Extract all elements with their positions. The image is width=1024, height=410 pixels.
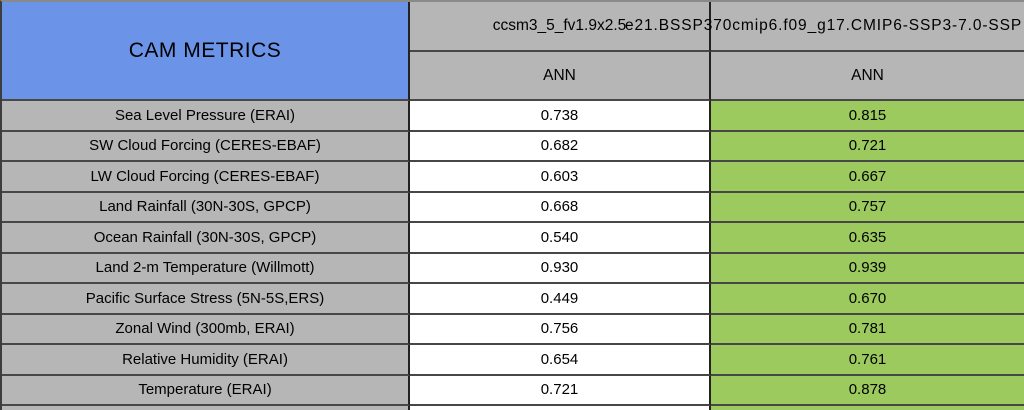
metric-label-8: Relative Humidity (ERAI) [2,345,410,376]
metric-value-6-col1-text: 0.449 [540,289,579,307]
metric-value-9-col2: 0.878 [711,375,1024,406]
metric-value-9-col1-text: 0.721 [540,381,579,399]
metric-label-5-text: Land 2-m Temperature (Willmott) [95,259,315,277]
metric-value-2-col2: 0.667 [711,162,1024,193]
metric-label-7-text: Zonal Wind (300mb, ERAI) [115,320,295,338]
metric-label-0: Sea Level Pressure (ERAI) [2,101,410,132]
metric-label-3-text: Land Rainfall (30N-30S, GPCP) [99,198,311,216]
season-header-2: ANN [711,52,1024,101]
metric-value-3-col1: 0.668 [410,192,711,223]
metric-value-5-col1: 0.930 [410,253,711,284]
metric-value-4-col2-text: 0.635 [848,228,887,246]
season-header-1: ANN [410,52,711,101]
metric-value-0-col2: 0.815 [711,101,1024,132]
metric-value-3-col2: 0.757 [711,192,1024,223]
model-header-2-text: e21.BSSP370cmip6.f09_g17.CMIP6-SSP3-7.0-… [625,17,1023,34]
metric-label-1: SW Cloud Forcing (CERES-EBAF) [2,131,410,162]
season-header-1-text: ANN [543,66,576,84]
metric-value-8-col1: 0.654 [410,345,711,376]
metric-value-1-col1: 0.682 [410,131,711,162]
metric-value-8-col2: 0.761 [711,345,1024,376]
metric-value-5-col2: 0.939 [711,253,1024,284]
metric-label-6-text: Pacific Surface Stress (5N-5S,ERS) [85,289,325,307]
metric-value-6-col2: 0.670 [711,284,1024,315]
metric-label-9: Temperature (ERAI) [2,375,410,406]
metric-label-4: Ocean Rainfall (30N-30S, GPCP) [2,223,410,254]
metric-value-7-col2: 0.781 [711,314,1024,345]
model-header-1: ccsm3_5_fv1.9x2.5 [410,2,711,52]
metric-value-4-col1: 0.540 [410,223,711,254]
metric-value-5-col1-text: 0.930 [540,259,579,277]
metric-value-2-col2-text: 0.667 [848,167,887,185]
metric-label-0-text: Sea Level Pressure (ERAI) [114,106,296,124]
metric-label-8-text: Relative Humidity (ERAI) [122,350,288,368]
model-header-1-text: ccsm3_5_fv1.9x2.5 [492,17,627,34]
metric-label-1-text: SW Cloud Forcing (CERES-EBAF) [89,137,321,155]
metric-value-0-col1-text: 0.738 [540,106,579,124]
metric-label-3: Land Rainfall (30N-30S, GPCP) [2,192,410,223]
model-header-2: e21.BSSP370cmip6.f09_g17.CMIP6-SSP3-7.0-… [625,2,1024,52]
metric-label-2: LW Cloud Forcing (CERES-EBAF) [2,162,410,193]
metric-value-9-col1: 0.721 [410,375,711,406]
metric-value-1-col1-text: 0.682 [540,137,579,155]
metric-value-8-col1-text: 0.654 [540,350,579,368]
metric-value-7-col2-text: 0.781 [848,320,887,338]
metric-label-2-text: LW Cloud Forcing (CERES-EBAF) [90,167,320,185]
clipped-row-cell [2,406,410,410]
metric-value-2-col1-text: 0.603 [540,167,579,185]
clipped-row-cell [410,406,711,410]
metric-value-1-col2: 0.721 [711,131,1024,162]
metric-value-3-col1-text: 0.668 [540,198,579,216]
metric-value-6-col1: 0.449 [410,284,711,315]
metric-value-5-col2-text: 0.939 [848,259,887,277]
metric-value-8-col2-text: 0.761 [848,350,887,368]
metric-value-4-col2: 0.635 [711,223,1024,254]
metric-value-0-col1: 0.738 [410,101,711,132]
metric-value-1-col2-text: 0.721 [848,137,887,155]
metric-label-5: Land 2-m Temperature (Willmott) [2,253,410,284]
metric-label-4-text: Ocean Rainfall (30N-30S, GPCP) [93,228,317,246]
table-title: CAM METRICS [2,2,410,101]
season-header-2-text: ANN [851,66,884,84]
metric-value-3-col2-text: 0.757 [848,198,887,216]
metric-label-6: Pacific Surface Stress (5N-5S,ERS) [2,284,410,315]
metric-value-2-col1: 0.603 [410,162,711,193]
metric-value-6-col2-text: 0.670 [848,289,887,307]
metric-label-9-text: Temperature (ERAI) [138,381,272,399]
metric-label-7: Zonal Wind (300mb, ERAI) [2,314,410,345]
metric-value-7-col1-text: 0.756 [540,320,579,338]
metric-value-9-col2-text: 0.878 [848,381,887,399]
metric-value-0-col2-text: 0.815 [848,106,887,124]
clipped-row-cell [711,406,1024,410]
metric-value-7-col1: 0.756 [410,314,711,345]
table-title-text: CAM METRICS [128,38,282,62]
metric-value-4-col1-text: 0.540 [540,228,579,246]
